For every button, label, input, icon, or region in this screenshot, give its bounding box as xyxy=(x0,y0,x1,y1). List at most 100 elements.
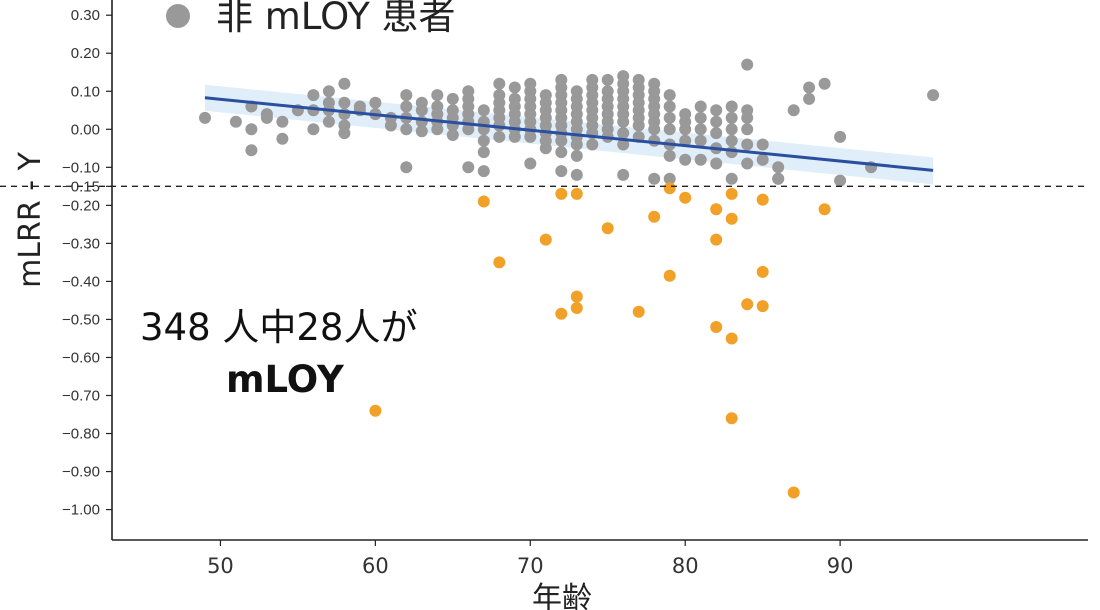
non-mloy-point xyxy=(617,115,630,128)
mloy-point xyxy=(756,265,769,278)
non-mloy-point xyxy=(694,100,707,113)
mloy-point xyxy=(710,233,723,246)
y-tick-label: −0.60 xyxy=(62,349,100,366)
y-tick-label: −0.30 xyxy=(62,235,100,252)
mloy-point xyxy=(570,290,583,303)
non-mloy-point xyxy=(725,172,738,185)
trend-line-layer xyxy=(204,96,934,172)
mloy-point xyxy=(493,256,506,269)
y-tick-label: −0.10 xyxy=(62,159,100,176)
non-mloy-point xyxy=(803,81,816,94)
non-mloy-point xyxy=(400,100,413,113)
x-tick-label: 60 xyxy=(362,554,389,578)
non-mloy-point xyxy=(694,153,707,166)
mloy-point xyxy=(663,182,676,195)
non-mloy-point xyxy=(493,77,506,90)
non-mloy-point xyxy=(710,157,723,170)
non-mloy-point xyxy=(741,157,754,170)
non-mloy-point xyxy=(384,119,397,132)
non-mloy-point xyxy=(570,168,583,181)
non-mloy-point xyxy=(276,132,289,145)
y-tick-layer: 0.30 0.20 0.10 0.00 −0.10 −0.15 −0.20 −0.30 −0.4… xyxy=(62,7,112,519)
non-mloy-point xyxy=(338,96,351,109)
mloy-point xyxy=(725,332,738,345)
non-mloy-point xyxy=(586,138,599,151)
mloy-point xyxy=(756,193,769,206)
mloy-point xyxy=(756,300,769,313)
non-mloy-point xyxy=(555,134,568,147)
mloy-point xyxy=(710,203,723,216)
annotation-mloy: mLOY xyxy=(226,358,345,401)
non-mloy-point xyxy=(307,89,320,102)
non-mloy-point xyxy=(818,77,831,90)
y-axis-title: mLRR - Y xyxy=(13,151,48,288)
non-mloy-point xyxy=(570,138,583,151)
non-mloy-point xyxy=(446,92,459,105)
non-mloy-point xyxy=(663,172,676,185)
non-mloy-point xyxy=(338,119,351,132)
mloy-point xyxy=(555,307,568,320)
non-mloy-point xyxy=(725,123,738,136)
non-mloy-point xyxy=(276,115,289,128)
non-mloy-point xyxy=(508,130,521,143)
non-mloy-point xyxy=(524,130,537,143)
mloy-point xyxy=(787,486,800,499)
non-mloy-point xyxy=(508,81,521,94)
non-mloy-point xyxy=(617,127,630,140)
mloy-point xyxy=(555,187,568,200)
non-mloy-point xyxy=(617,168,630,181)
trend-line xyxy=(204,96,934,172)
legend-label: 非 mLOY 患者 xyxy=(216,0,456,38)
x-tick-label: 50 xyxy=(207,554,234,578)
non-mloy-point xyxy=(369,96,382,109)
non-mloy-point xyxy=(741,58,754,71)
non-mloy-point xyxy=(477,146,490,159)
non-mloy-point xyxy=(741,123,754,136)
non-mloy-point xyxy=(648,123,661,136)
annotation-count: 348 人中28人が xyxy=(140,306,417,349)
mloy-point xyxy=(570,302,583,314)
non-mloy-point xyxy=(663,89,676,102)
non-mloy-point xyxy=(322,85,335,98)
non-mloy-point xyxy=(260,111,273,124)
non-mloy-point xyxy=(446,129,459,141)
non-mloy-point xyxy=(927,89,940,102)
y-tick-label: −0.70 xyxy=(62,387,100,404)
non-mloy-point xyxy=(679,153,692,166)
mloy-point xyxy=(818,203,831,216)
y-tick-label: 0.20 xyxy=(71,45,100,62)
non-mloy-point xyxy=(834,130,847,143)
y-tick-label: −0.50 xyxy=(62,311,100,328)
non-mloy-point xyxy=(663,149,676,162)
mloy-point xyxy=(632,305,645,318)
non-mloy-point xyxy=(229,115,242,128)
non-mloy-point xyxy=(617,138,630,151)
non-mloy-point xyxy=(555,146,568,159)
non-mloy-point xyxy=(400,123,413,136)
non-mloy-point xyxy=(756,138,769,151)
non-mloy-point xyxy=(462,161,475,174)
non-mloy-point xyxy=(663,111,676,124)
non-mloy-point xyxy=(694,123,707,136)
non-mloy-point xyxy=(710,115,723,128)
non-mloy-point xyxy=(772,172,785,185)
y-tick-label: −0.20 xyxy=(62,197,100,214)
x-tick-label: 80 xyxy=(672,554,699,578)
mloy-point xyxy=(601,222,614,235)
non-mloy-point xyxy=(663,123,676,136)
x-axis-title: 年齢 xyxy=(532,581,592,610)
non-mloy-point xyxy=(787,104,800,117)
y-tick-label: 0.30 xyxy=(71,7,100,24)
non-mloy-point xyxy=(694,111,707,124)
non-mloy-point xyxy=(725,100,738,113)
mloy-point xyxy=(369,404,382,417)
non-mloy-point xyxy=(477,165,490,178)
non-mloy-point xyxy=(338,77,351,90)
mloy-point xyxy=(710,321,723,333)
non-mloy-point xyxy=(694,134,707,147)
non-mloy-point xyxy=(741,111,754,124)
non-mloy-point xyxy=(245,123,258,136)
non-mloy-point xyxy=(462,123,475,136)
non-mloy-point xyxy=(725,134,738,147)
